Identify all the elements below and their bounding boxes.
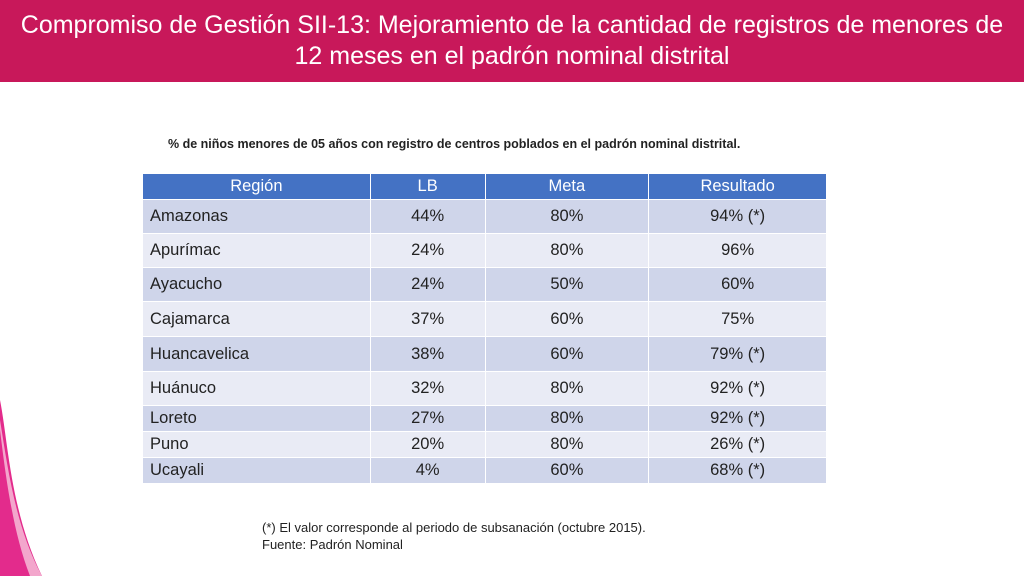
cell-region: Apurímac (142, 233, 371, 268)
cell-meta: 60% (484, 301, 650, 337)
cell-lb: 32% (369, 371, 486, 406)
table-row: Amazonas 44% 80% 94% (*) (142, 199, 827, 234)
footnote-source: Fuente: Padrón Nominal (262, 537, 403, 552)
cell-lb: 24% (369, 233, 486, 268)
cell-resultado: 96% (648, 233, 827, 268)
cell-lb: 37% (369, 301, 486, 337)
table-row: Huancavelica 38% 60% 79% (*) (142, 336, 827, 372)
table-row: Ayacucho 24% 50% 60% (142, 267, 827, 302)
cell-resultado: 94% (*) (648, 199, 827, 234)
cell-resultado: 75% (648, 301, 827, 337)
header-lb: LB (369, 173, 486, 200)
cell-region: Huancavelica (142, 336, 371, 372)
header-resultado: Resultado (648, 173, 827, 200)
cell-resultado: 92% (*) (648, 405, 827, 432)
cell-resultado: 60% (648, 267, 827, 302)
table-row: Apurímac 24% 80% 96% (142, 233, 827, 268)
cell-resultado: 92% (*) (648, 371, 827, 406)
table-caption: % de niños menores de 05 años con regist… (168, 137, 741, 151)
cell-resultado: 26% (*) (648, 431, 827, 458)
table-row: Ucayali 4% 60% 68% (*) (142, 457, 827, 484)
cell-meta: 50% (484, 267, 650, 302)
cell-lb: 24% (369, 267, 486, 302)
cell-meta: 60% (484, 336, 650, 372)
header-meta: Meta (484, 173, 650, 200)
table-header-row: Región LB Meta Resultado (142, 173, 827, 200)
cell-resultado: 68% (*) (648, 457, 827, 484)
cell-region: Puno (142, 431, 371, 458)
slide-title: Compromiso de Gestión SII-13: Mejoramien… (20, 11, 1004, 70)
cell-meta: 80% (484, 431, 650, 458)
cell-region: Amazonas (142, 199, 371, 234)
cell-lb: 20% (369, 431, 486, 458)
results-table: Región LB Meta Resultado Amazonas 44% 80… (142, 173, 827, 484)
header-region: Región (142, 173, 371, 200)
cell-resultado: 79% (*) (648, 336, 827, 372)
footnote-asterisk: (*) El valor corresponde al periodo de s… (262, 520, 646, 535)
table-row: Loreto 27% 80% 92% (*) (142, 405, 827, 432)
side-accent-decoration (0, 400, 42, 576)
cell-lb: 38% (369, 336, 486, 372)
table-row: Cajamarca 37% 60% 75% (142, 301, 827, 337)
cell-meta: 80% (484, 199, 650, 234)
cell-region: Cajamarca (142, 301, 371, 337)
cell-region: Ayacucho (142, 267, 371, 302)
title-bar: Compromiso de Gestión SII-13: Mejoramien… (0, 0, 1024, 82)
table-row: Puno 20% 80% 26% (*) (142, 431, 827, 458)
cell-meta: 80% (484, 371, 650, 406)
cell-meta: 80% (484, 233, 650, 268)
cell-meta: 60% (484, 457, 650, 484)
cell-region: Ucayali (142, 457, 371, 484)
footnotes: (*) El valor corresponde al periodo de s… (262, 519, 646, 553)
cell-lb: 27% (369, 405, 486, 432)
cell-lb: 4% (369, 457, 486, 484)
cell-region: Huánuco (142, 371, 371, 406)
table-row: Huánuco 32% 80% 92% (*) (142, 371, 827, 406)
cell-lb: 44% (369, 199, 486, 234)
cell-region: Loreto (142, 405, 371, 432)
cell-meta: 80% (484, 405, 650, 432)
